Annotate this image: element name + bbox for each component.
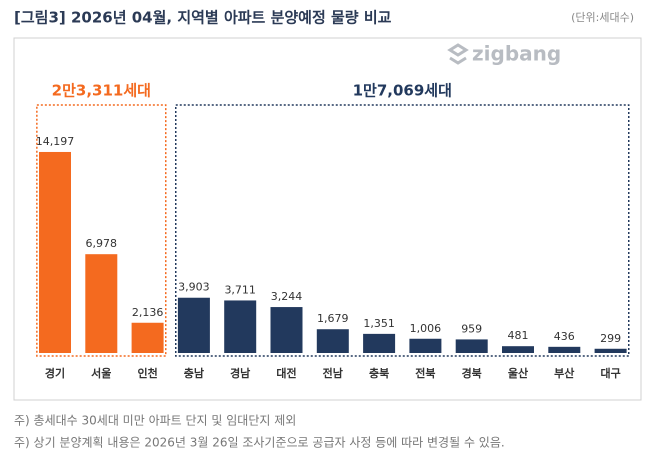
x-tick-label: 충북 (369, 366, 389, 380)
x-tick-label: 경북 (462, 366, 482, 380)
bar (39, 151, 71, 353)
value-label: 3,244 (271, 290, 303, 303)
bar (224, 300, 257, 353)
bar (409, 338, 442, 353)
logo-text: zigbang (472, 42, 561, 66)
group-label: 2만3,311세대 (52, 82, 151, 100)
x-tick-label: 대전 (276, 366, 296, 380)
logo-icon (447, 43, 469, 65)
x-tick-label: 인천 (137, 366, 157, 380)
bar (594, 348, 627, 353)
value-label: 959 (461, 322, 482, 335)
bar (270, 307, 303, 353)
bar (316, 329, 349, 353)
value-label: 14,197 (36, 135, 75, 148)
x-tick-label: 부산 (554, 366, 574, 380)
x-tick-label: 경남 (230, 366, 250, 380)
bar (177, 297, 210, 353)
value-label: 481 (508, 329, 529, 342)
footnote: 주) 상기 분양계획 내용은 2026년 3월 26일 조사기준으로 공급자 사… (14, 436, 505, 450)
value-label: 1,006 (410, 322, 442, 335)
value-label: 1,679 (317, 312, 349, 325)
footnote: 주) 총세대수 30세대 미만 아파트 단지 및 임대단지 제외 (14, 414, 296, 428)
group-label: 1만7,069세대 (353, 82, 452, 100)
bar (363, 333, 396, 353)
bar (548, 346, 581, 353)
bar (131, 322, 164, 353)
bar (85, 254, 118, 353)
group-box (36, 104, 167, 357)
x-tick-label: 경기 (45, 366, 65, 380)
x-tick-label: 대구 (600, 366, 620, 380)
logo: zigbang (447, 42, 561, 66)
value-label: 3,711 (224, 283, 256, 296)
x-tick-label: 전북 (415, 366, 435, 380)
chart-title: [그림3] 2026년 04월, 지역별 아파트 분양예정 물량 비교 (14, 9, 392, 27)
value-label: 1,351 (363, 317, 395, 330)
value-label: 3,903 (178, 281, 210, 294)
bar (455, 339, 488, 353)
value-label: 2,136 (132, 306, 164, 319)
value-label: 299 (600, 332, 621, 345)
x-tick-label: 전남 (323, 366, 343, 380)
value-label: 6,978 (86, 237, 118, 250)
value-label: 436 (554, 330, 575, 343)
x-tick-label: 서울 (91, 366, 111, 380)
unit-label: (단위:세대수) (571, 11, 634, 24)
bar (502, 346, 534, 353)
chart-frame (13, 37, 642, 401)
x-tick-label: 울산 (508, 366, 528, 380)
x-tick-label: 충남 (184, 366, 204, 380)
